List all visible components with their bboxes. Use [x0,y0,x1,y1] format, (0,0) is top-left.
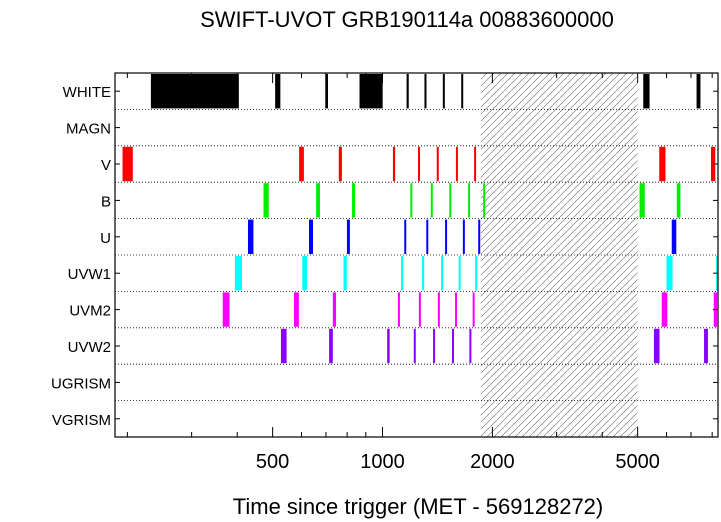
exposure-bar-white [325,74,328,109]
x-tick-label: 500 [256,451,289,473]
exposure-bar-uvw2 [413,328,416,364]
exposure-bar-white [150,74,239,109]
x-tick-label: 2000 [470,451,515,473]
exposure-bar-uvw1 [234,256,242,291]
exposure-bar-white [406,74,409,109]
exposure-bar-uvm2 [472,292,475,327]
exposure-bar-b [410,183,413,218]
exposure-bar-uvw2 [653,328,660,364]
exposure-bar-uvw2 [329,328,333,364]
x-axis-label: Time since trigger (MET - 569128272) [233,494,604,519]
exposure-bar-v [474,146,477,182]
exposure-bar-b [468,183,471,218]
exposure-bar-uvw1 [666,256,673,291]
exposure-bar-uvm2 [222,292,230,327]
y-tick-label: B [101,193,111,210]
exposure-bar-uvw2 [280,328,287,364]
exposure-bar-uvm2 [397,292,400,327]
exposure-bar-b [483,183,486,218]
exposure-bar-v [659,146,666,182]
x-tick-label: 5000 [615,451,660,473]
y-tick-label: VGRISM [52,412,111,429]
exposure-bar-uvw2 [469,328,472,364]
y-tick-label: UGRISM [51,375,111,392]
exposure-bar-b [316,183,320,218]
exposure-bar-uvw1 [302,256,307,291]
exposure-bar-uvw2 [704,328,708,364]
y-tick-label: WHITE [63,84,111,101]
exposure-bar-uvw1 [422,256,425,291]
exposure-bar-u [445,219,448,254]
exposure-bar-uvm2 [293,292,299,327]
exposure-bar-b [639,183,645,218]
exposure-bar-u [346,219,350,254]
exposure-bar-u [671,219,677,254]
exposure-bar-b [449,183,452,218]
x-tick-label: 1000 [360,451,405,473]
exposure-bar-b [263,183,269,218]
exposure-bar-v [122,146,133,182]
exposure-bar-white [696,74,701,109]
exposure-bar-white [275,74,281,109]
exposure-bar-uvm2 [418,292,421,327]
exposure-bar-uvw2 [387,328,390,364]
exposure-bar-b [430,183,433,218]
exposure-bar-uvw2 [451,328,454,364]
exposure-bar-u [462,219,465,254]
exposure-bar-u [478,219,481,254]
exposure-bar-u [426,219,429,254]
y-tick-label: V [101,157,111,174]
exposure-bar-white [359,74,383,109]
exposure-bar-uvm2 [455,292,458,327]
y-tick-label: UVW2 [68,339,111,356]
exposure-bar-u [309,219,313,254]
exposure-bar-white [442,74,445,109]
y-tick-label: UVW1 [68,266,111,283]
exposure-bar-uvw1 [475,256,478,291]
exposure-bar-v [436,146,439,182]
exposure-bar-uvw1 [343,256,347,291]
exposure-bar-white [424,74,427,109]
plot-frame [114,72,719,438]
exposure-bar-b [676,183,681,218]
exposure-bar-white [461,74,464,109]
exposure-bar-white [643,74,650,109]
exposure-bar-uvw1 [458,256,461,291]
exposure-bar-v [392,146,396,182]
exposure-bar-v [299,146,304,182]
exposure-bar-v [418,146,421,182]
exposure-bar-uvm2 [437,292,440,327]
exposure-bar-uvw1 [401,256,404,291]
exposure-bar-uvw1 [441,256,444,291]
chart-title: SWIFT-UVOT GRB190114a 00883600000 [200,7,614,32]
exposure-bar-b [352,183,356,218]
exposure-bar-u [404,219,407,254]
exposure-bar-uvw2 [433,328,436,364]
y-tick-label: UVM2 [69,303,111,320]
exposure-bar-uvm2 [332,292,337,327]
y-tick-label: MAGN [66,121,111,138]
exposure-bar-uvm2 [661,292,668,327]
exposure-bar-v [455,146,458,182]
y-tick-label: U [100,230,111,247]
exposure-bar-v [338,146,342,182]
exposure-bar-u [247,219,254,254]
